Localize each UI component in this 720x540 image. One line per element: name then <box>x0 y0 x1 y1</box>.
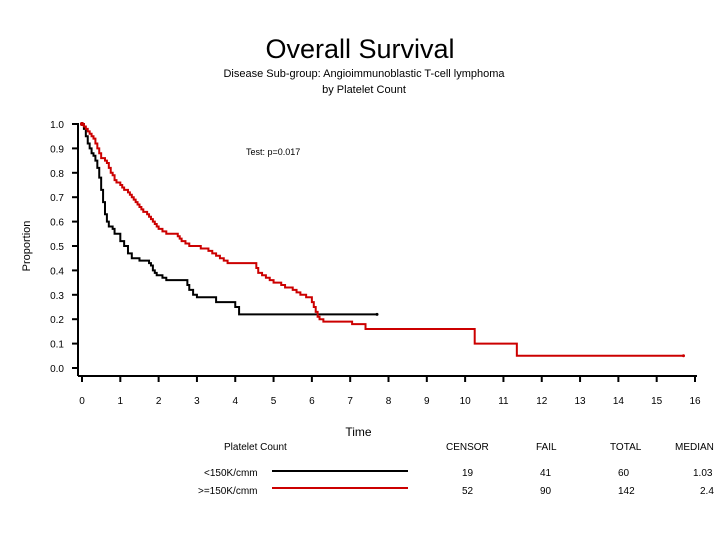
series-start-point <box>80 122 84 126</box>
x-tick-label: 6 <box>309 396 315 407</box>
x-tick-label: 2 <box>156 396 162 407</box>
chart-subtitle: Disease Sub-group: Angioimmunoblastic T-… <box>223 68 505 80</box>
x-tick-label: 3 <box>194 396 200 407</box>
x-tick-label: 10 <box>460 396 472 407</box>
legend-row-label: <150K/cmm <box>204 468 258 479</box>
x-tick-label: 15 <box>651 396 663 407</box>
x-tick-label: 0 <box>79 396 85 407</box>
x-tick-label: 9 <box>424 396 430 407</box>
x-tick-label: 11 <box>498 396 509 407</box>
test-annotation: Test: p=0.017 <box>246 147 300 157</box>
legend-row-median: 1.03 <box>693 468 713 479</box>
series-line-ge150k <box>82 123 684 357</box>
legend-heading: Platelet Count <box>224 442 287 453</box>
y-tick-label: 0.2 <box>50 315 64 326</box>
legend-row-label: >=150K/cmm <box>198 486 258 497</box>
y-axis-label: Proportion <box>21 221 33 272</box>
legend-line-swatch <box>272 487 408 489</box>
legend-col-total: TOTAL <box>610 442 642 453</box>
legend-row-total: 142 <box>618 486 635 497</box>
y-tick-label: 1.0 <box>50 120 64 131</box>
legend-row-median: 2.4 <box>700 486 714 497</box>
series-line-lt150k <box>82 123 378 316</box>
series-end-point <box>375 312 379 316</box>
x-tick-label: 8 <box>386 396 392 407</box>
legend-row-fail: 41 <box>540 468 552 479</box>
y-tick-label: 0.5 <box>50 242 64 253</box>
x-tick-label: 13 <box>575 396 587 407</box>
legend-col-median: MEDIAN <box>675 442 714 453</box>
legend-row-fail: 90 <box>540 486 552 497</box>
y-tick-label: 0.6 <box>50 218 64 229</box>
y-tick-label: 0.7 <box>50 193 64 204</box>
x-tick-label: 16 <box>689 396 701 407</box>
x-tick-label: 12 <box>536 396 548 407</box>
y-tick-label: 0.3 <box>50 291 64 302</box>
x-tick-label: 4 <box>232 396 238 407</box>
x-tick-label: 1 <box>118 396 124 407</box>
y-tick-label: 0.9 <box>50 144 64 155</box>
y-tick-label: 0.0 <box>50 364 64 375</box>
x-tick-label: 5 <box>271 396 277 407</box>
legend-row-censor: 52 <box>462 486 474 497</box>
y-tick-label: 0.1 <box>50 340 64 351</box>
x-axis-label: Time <box>345 425 372 439</box>
series-end-point <box>682 354 686 358</box>
legend-line-swatch <box>272 470 408 472</box>
legend-col-fail: FAIL <box>536 442 557 453</box>
y-tick-label: 0.4 <box>50 266 64 277</box>
legend-row-total: 60 <box>618 468 630 479</box>
legend-col-censor: CENSOR <box>446 442 489 453</box>
legend-row-censor: 19 <box>462 468 474 479</box>
x-tick-label: 14 <box>613 396 625 407</box>
chart-title: Overall Survival <box>265 34 455 64</box>
chart-subtitle-2: by Platelet Count <box>322 84 406 96</box>
x-tick-label: 7 <box>347 396 353 407</box>
y-tick-label: 0.8 <box>50 169 64 180</box>
